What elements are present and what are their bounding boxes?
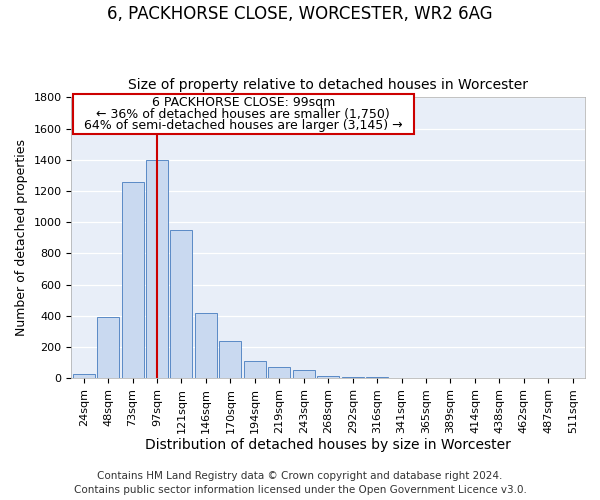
Text: 64% of semi-detached houses are larger (3,145) →: 64% of semi-detached houses are larger (… — [84, 118, 403, 132]
Text: Contains HM Land Registry data © Crown copyright and database right 2024.
Contai: Contains HM Land Registry data © Crown c… — [74, 471, 526, 495]
Bar — [220, 342, 241, 378]
Text: 6 PACKHORSE CLOSE: 99sqm: 6 PACKHORSE CLOSE: 99sqm — [152, 96, 335, 110]
FancyBboxPatch shape — [73, 94, 414, 134]
Y-axis label: Number of detached properties: Number of detached properties — [15, 139, 28, 336]
Bar — [244, 361, 266, 378]
Text: 6, PACKHORSE CLOSE, WORCESTER, WR2 6AG: 6, PACKHORSE CLOSE, WORCESTER, WR2 6AG — [107, 5, 493, 23]
Bar — [195, 314, 217, 378]
X-axis label: Distribution of detached houses by size in Worcester: Distribution of detached houses by size … — [145, 438, 511, 452]
Bar — [146, 160, 168, 378]
Bar — [122, 182, 143, 378]
Bar — [293, 370, 315, 378]
Bar — [170, 230, 193, 378]
Bar — [73, 374, 95, 378]
Text: ← 36% of detached houses are smaller (1,750): ← 36% of detached houses are smaller (1,… — [97, 108, 390, 120]
Bar — [97, 318, 119, 378]
Title: Size of property relative to detached houses in Worcester: Size of property relative to detached ho… — [128, 78, 528, 92]
Bar — [317, 376, 339, 378]
Bar — [268, 367, 290, 378]
